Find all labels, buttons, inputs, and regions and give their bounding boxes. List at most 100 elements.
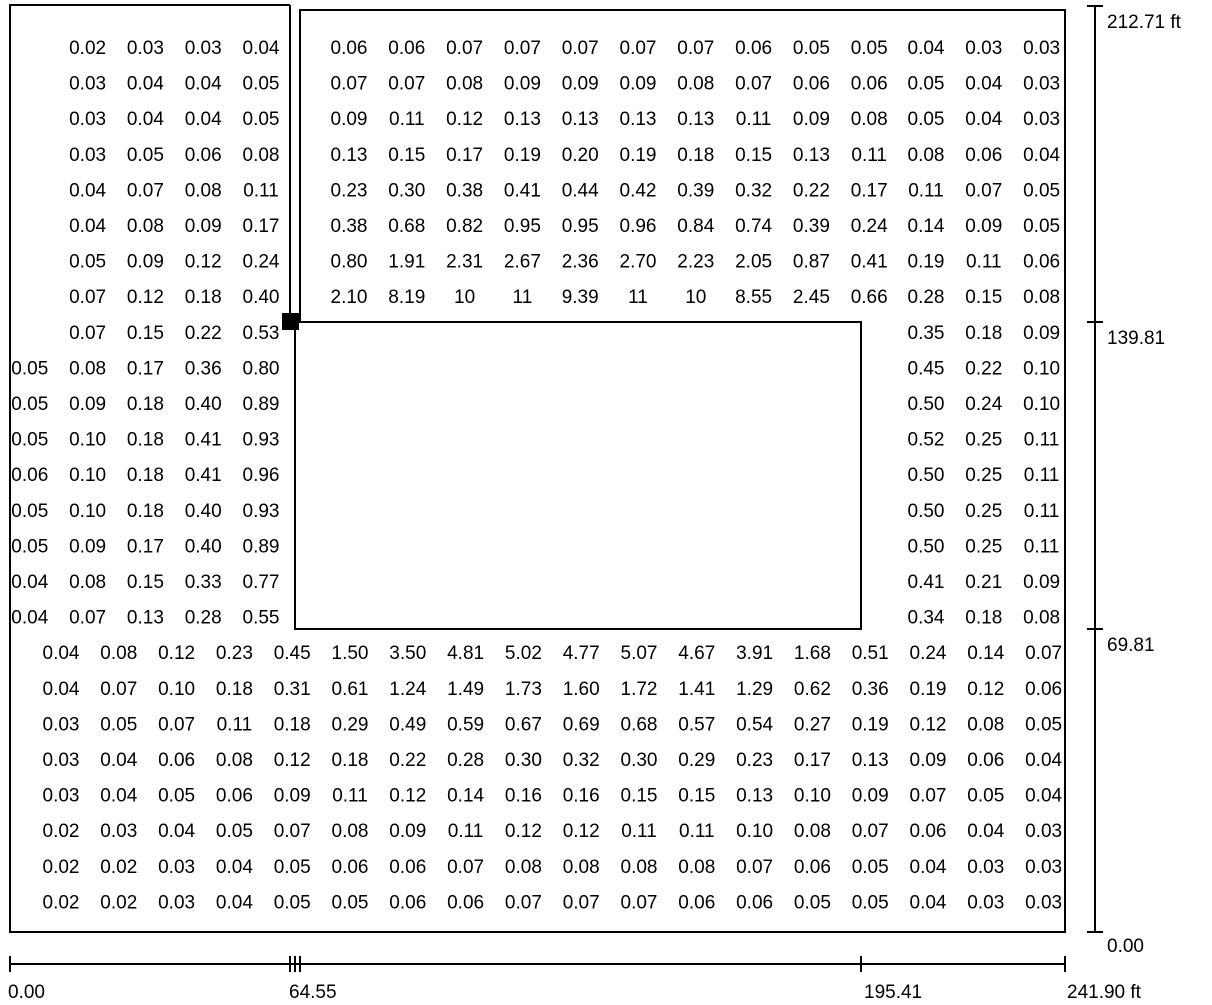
grid-value: 0.95 [504,216,541,237]
grid-value: 0.36 [852,679,889,700]
grid-value: 0.04 [1025,750,1062,771]
grid-value: 5.07 [621,643,658,664]
grid-value: 0.80 [243,358,280,379]
grid-value: 0.03 [158,857,195,878]
illuminance-values: 0.02 0.03 0.03 0.04 0.06 0.06 0.07 0.07 0.07 0.07… [11,38,1062,913]
grid-value: 0.04 [910,857,947,878]
grid-value: 0.06 [851,74,888,95]
grid-value: 2.36 [562,252,599,273]
grid-value: 0.08 [908,145,945,166]
grid-value: 0.15 [127,323,164,344]
grid-value: 0.07 [447,857,484,878]
grid-value: 0.07 [563,892,600,913]
grid-value: 0.05 [11,394,48,415]
grid-value: 0.12 [563,821,600,842]
grid-value: 0.25 [965,465,1002,486]
grid-value: 0.23 [736,750,773,771]
grid-value: 0.55 [243,608,280,629]
grid-value: 0.15 [735,145,772,166]
grid-value: 0.50 [908,394,945,415]
grid-value: 0.34 [908,608,945,629]
grid-value: 0.44 [562,180,599,201]
grid-value: 0.41 [185,465,222,486]
grid-value: 0.08 [794,821,831,842]
grid-value: 0.07 [274,821,311,842]
grid-value: 0.03 [1025,892,1062,913]
grid-value: 0.09 [185,216,222,237]
grid-value: 0.18 [216,679,253,700]
grid-value: 0.05 [69,252,106,273]
grid-value: 0.03 [965,38,1002,59]
grid-value: 0.14 [447,786,484,807]
dim-label-0-horizontal: 0.00 [8,982,45,1003]
grid-value: 0.09 [852,786,889,807]
grid-value: 0.93 [243,501,280,522]
grid-value: 0.10 [69,501,106,522]
grid-value: 0.30 [621,750,658,771]
grid-value: 0.23 [331,180,368,201]
grid-value: 0.07 [69,323,106,344]
grid-value: 0.36 [185,358,222,379]
grid-value: 0.02 [69,38,106,59]
grid-value: 0.02 [100,892,137,913]
grid-value: 0.33 [185,572,222,593]
grid-value: 0.15 [965,287,1002,308]
grid-value: 0.04 [967,821,1004,842]
grid-value: 0.06 [331,38,368,59]
grid-value: 0.06 [735,38,772,59]
grid-value: 0.28 [908,287,945,308]
grid-value: 0.07 [69,608,106,629]
grid-value: 0.13 [620,109,657,130]
grid-value: 0.18 [127,501,164,522]
grid-value: 0.13 [677,109,714,130]
grid-value: 0.18 [677,145,714,166]
grid-value: 0.18 [127,430,164,451]
grid-value: 0.18 [965,323,1002,344]
grid-value: 0.40 [185,394,222,415]
grid-value: 0.23 [216,643,253,664]
grid-value: 0.19 [852,714,889,735]
grid-value: 0.89 [243,536,280,557]
grid-value: 0.08 [678,857,715,878]
grid-value: 0.18 [965,608,1002,629]
grid-value: 0.08 [185,180,222,201]
grid-value: 2.23 [677,252,714,273]
grid-value: 0.04 [69,216,106,237]
grid-value: 1.73 [505,679,542,700]
grid-value: 0.50 [908,536,945,557]
grid-value: 1.49 [447,679,484,700]
grid-value: 0.13 [127,608,164,629]
grid-value: 0.03 [43,750,80,771]
grid-value: 0.03 [100,821,137,842]
grid-value: 0.39 [793,216,830,237]
grid-value: 0.40 [185,501,222,522]
grid-value: 0.09 [389,821,426,842]
grid-value: 0.45 [908,358,945,379]
grid-value: 0.22 [389,750,426,771]
grid-value: 0.09 [504,74,541,95]
grid-value: 0.05 [158,786,195,807]
grid-value: 0.38 [446,180,483,201]
grid-value: 0.22 [793,180,830,201]
grid-value: 0.08 [967,714,1004,735]
grid-value: 3.91 [736,643,773,664]
grid-value: 8.55 [735,287,772,308]
grid-value: 0.13 [793,145,830,166]
grid-value: 0.17 [127,536,164,557]
grid-value: 0.11 [448,821,484,842]
grid-value: 0.11 [389,109,425,130]
grid-value: 0.25 [965,430,1002,451]
grid-value: 0.16 [505,786,542,807]
grid-value: 0.06 [216,786,253,807]
grid-value: 0.03 [43,714,80,735]
grid-value: 0.11 [217,714,253,735]
grid-value: 0.03 [1025,821,1062,842]
grid-value: 3.50 [389,643,426,664]
grid-value: 0.84 [677,216,714,237]
grid-value: 0.68 [621,714,658,735]
grid-value: 0.11 [679,821,715,842]
grid-value: 0.05 [1025,714,1062,735]
grid-value: 0.08 [127,216,164,237]
grid-value: 0.03 [1025,857,1062,878]
horizontal-dimension [9,956,1066,972]
